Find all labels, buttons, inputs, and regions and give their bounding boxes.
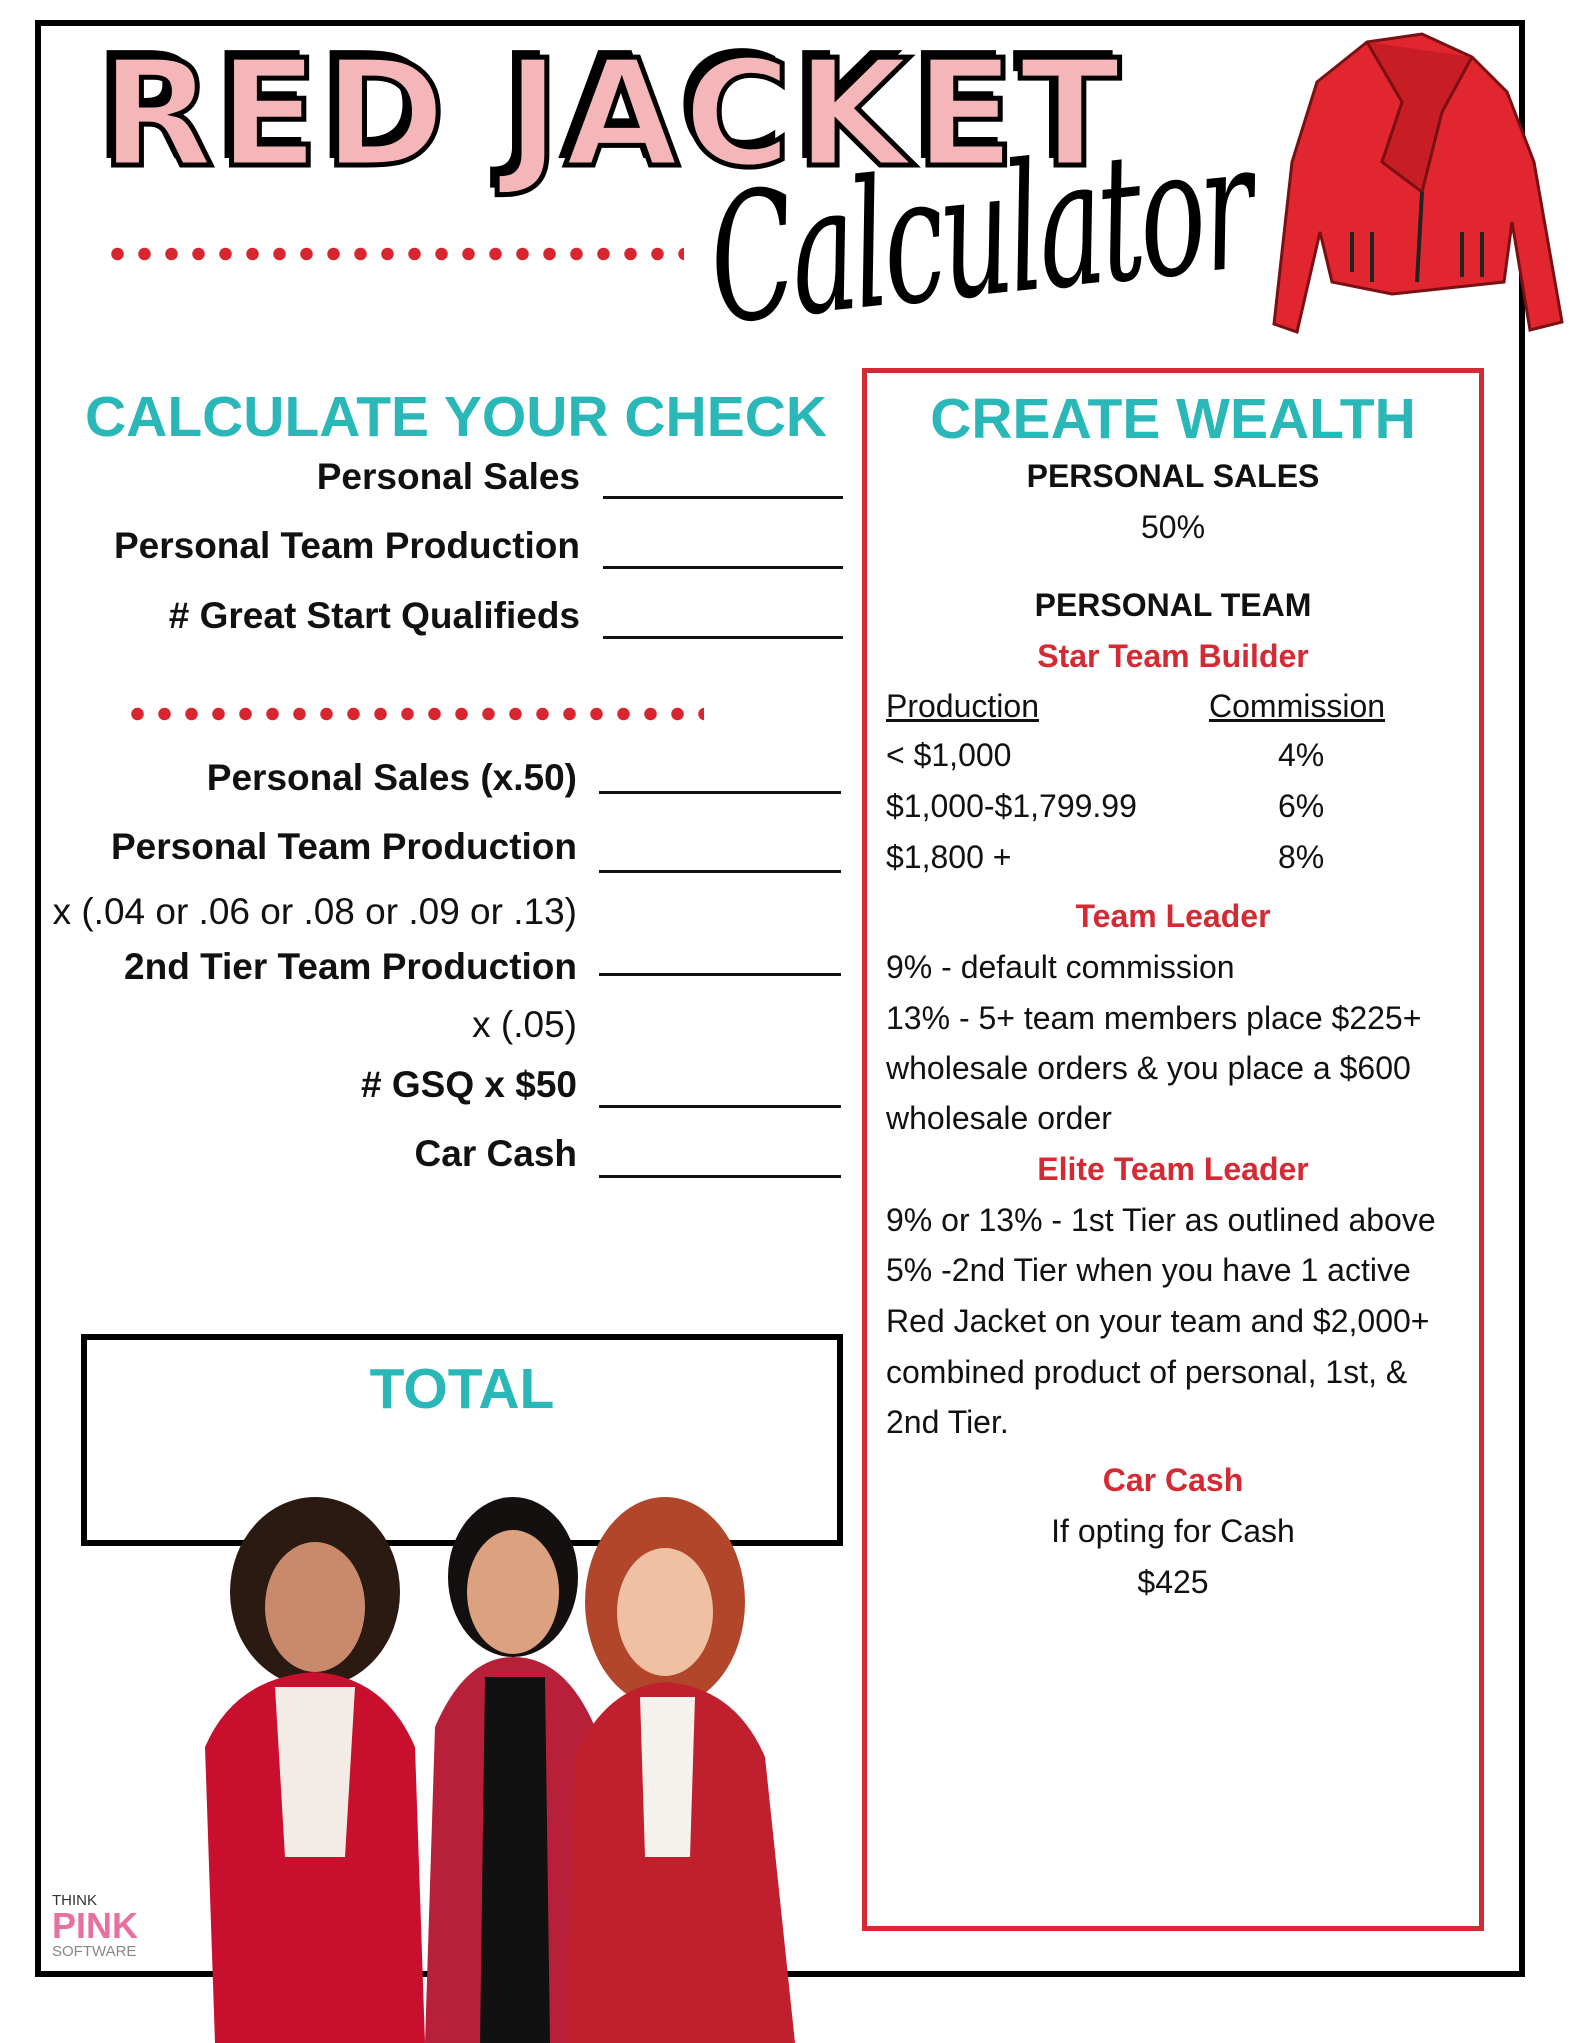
star-team-builder-heading: Star Team Builder — [1037, 638, 1309, 674]
table-row-production: $1,800 + — [886, 839, 1012, 875]
team-production-field[interactable] — [603, 566, 843, 569]
team-leader-line: 9% - default commission — [886, 949, 1235, 985]
dotted-divider — [124, 707, 704, 721]
input-label-great-start: # Great Start Qualifieds — [168, 595, 580, 636]
calc-label-car-cash: Car Cash — [414, 1133, 577, 1174]
input-label-team-production: Personal Team Production — [113, 525, 580, 566]
elite-team-leader-heading: Elite Team Leader — [1037, 1151, 1309, 1187]
calc-label-personal-sales: Personal Sales (x.50) — [206, 757, 577, 798]
car-cash-line: If opting for Cash — [1051, 1513, 1295, 1549]
title-red-jacket: RED JACKET — [97, 28, 1125, 200]
car-cash-heading: Car Cash — [1102, 1462, 1244, 1498]
personal-sales-result-field[interactable] — [599, 791, 841, 794]
table-header-production: Production — [886, 688, 1039, 724]
calc-label-2nd-tier: 2nd Tier Team Production — [124, 946, 577, 987]
gsq-result-field[interactable] — [599, 1105, 841, 1108]
calc-label-multiplier: x (.04 or .06 or .08 or .09 or .13) — [52, 891, 577, 932]
elite-line: 9% or 13% - 1st Tier as outlined above — [886, 1202, 1436, 1238]
calculate-heading: CALCULATE YOUR CHECK — [85, 385, 828, 449]
calc-label-2nd-tier-multiplier: x (.05) — [472, 1004, 577, 1045]
women-in-red-jackets-photo — [205, 1497, 795, 2043]
table-row-commission: 4% — [1278, 737, 1325, 773]
logo-think: THINK — [52, 1892, 97, 1909]
calc-label-gsq: # GSQ x $50 — [361, 1064, 577, 1105]
personal-sales-value: 50% — [1140, 509, 1206, 545]
table-row-production: < $1,000 — [886, 737, 1012, 773]
create-wealth-box — [862, 368, 1484, 1931]
car-cash-amount: $425 — [1137, 1564, 1209, 1600]
dotted-divider — [104, 247, 684, 261]
input-label-personal-sales: Personal Sales — [316, 456, 580, 497]
team-leader-heading: Team Leader — [1075, 898, 1271, 934]
table-row-commission: 6% — [1278, 788, 1325, 824]
red-jacket-icon — [1272, 32, 1564, 334]
logo-pink: PINK — [52, 1905, 139, 1946]
table-header-commission: Commission — [1209, 688, 1386, 724]
elite-line: 2nd Tier. — [886, 1404, 1009, 1440]
elite-line: combined product of personal, 1st, & — [886, 1354, 1408, 1390]
total-label: TOTAL — [369, 1357, 555, 1421]
2nd-tier-result-field[interactable] — [599, 973, 841, 976]
personal-team-heading: PERSONAL TEAM — [1034, 587, 1312, 623]
create-wealth-heading: CREATE WEALTH — [930, 387, 1416, 451]
car-cash-result-field[interactable] — [599, 1175, 841, 1178]
great-start-field[interactable] — [603, 636, 843, 639]
team-leader-line: wholesale orders & you place a $600 — [886, 1050, 1411, 1086]
calc-label-team-production: Personal Team Production — [110, 826, 577, 867]
table-row-production: $1,000-$1,799.99 — [886, 788, 1137, 824]
team-leader-line: 13% - 5+ team members place $225+ — [886, 1000, 1422, 1036]
elite-line: 5% -2nd Tier when you have 1 active — [886, 1252, 1411, 1288]
table-row-commission: 8% — [1278, 839, 1325, 875]
team-production-result-field[interactable] — [599, 870, 841, 873]
elite-line: Red Jacket on your team and $2,000+ — [886, 1303, 1430, 1339]
personal-sales-field[interactable] — [603, 496, 843, 499]
logo-software: SOFTWARE — [52, 1943, 137, 1960]
team-leader-line: wholesale order — [886, 1100, 1112, 1136]
personal-sales-heading: PERSONAL SALES — [1026, 458, 1320, 494]
think-pink-logo: THINK PINK SOFTWARE — [52, 1893, 138, 1959]
